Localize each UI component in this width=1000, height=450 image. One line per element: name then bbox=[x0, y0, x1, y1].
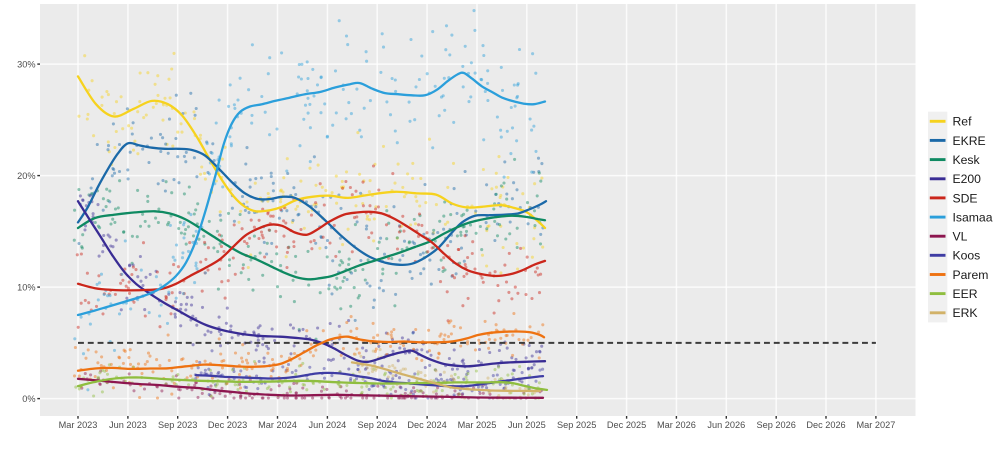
svg-text:Jun 2025: Jun 2025 bbox=[508, 420, 546, 430]
svg-text:0%: 0% bbox=[22, 394, 35, 404]
svg-text:Dec 2023: Dec 2023 bbox=[208, 420, 247, 430]
svg-text:Mar 2025: Mar 2025 bbox=[458, 420, 497, 430]
svg-text:Dec 2025: Dec 2025 bbox=[607, 420, 646, 430]
svg-text:E200: E200 bbox=[953, 172, 982, 186]
svg-text:EER: EER bbox=[953, 287, 978, 301]
svg-text:Dec 2026: Dec 2026 bbox=[806, 420, 845, 430]
svg-text:VL: VL bbox=[953, 230, 968, 244]
svg-text:Parem: Parem bbox=[953, 268, 989, 282]
svg-text:Kesk: Kesk bbox=[953, 153, 981, 167]
svg-text:20%: 20% bbox=[17, 171, 35, 181]
svg-text:ERK: ERK bbox=[953, 306, 978, 320]
svg-text:Sep 2023: Sep 2023 bbox=[158, 420, 197, 430]
svg-text:EKRE: EKRE bbox=[953, 134, 986, 148]
svg-text:Mar 2023: Mar 2023 bbox=[59, 420, 98, 430]
svg-text:Isamaa: Isamaa bbox=[953, 211, 993, 225]
svg-text:Jun 2026: Jun 2026 bbox=[707, 420, 745, 430]
svg-text:Mar 2024: Mar 2024 bbox=[258, 420, 297, 430]
svg-text:Mar 2027: Mar 2027 bbox=[856, 420, 895, 430]
svg-text:Jun 2023: Jun 2023 bbox=[109, 420, 147, 430]
svg-text:10%: 10% bbox=[17, 282, 35, 292]
svg-text:Sep 2024: Sep 2024 bbox=[358, 420, 397, 430]
svg-text:Jun 2024: Jun 2024 bbox=[308, 420, 346, 430]
svg-text:Sep 2026: Sep 2026 bbox=[757, 420, 796, 430]
svg-text:Mar 2026: Mar 2026 bbox=[657, 420, 696, 430]
svg-text:Ref: Ref bbox=[953, 115, 973, 129]
svg-text:SDE: SDE bbox=[953, 191, 978, 205]
svg-text:Koos: Koos bbox=[953, 249, 981, 263]
svg-text:Dec 2024: Dec 2024 bbox=[407, 420, 446, 430]
svg-text:30%: 30% bbox=[17, 59, 35, 69]
svg-text:Sep 2025: Sep 2025 bbox=[557, 420, 596, 430]
